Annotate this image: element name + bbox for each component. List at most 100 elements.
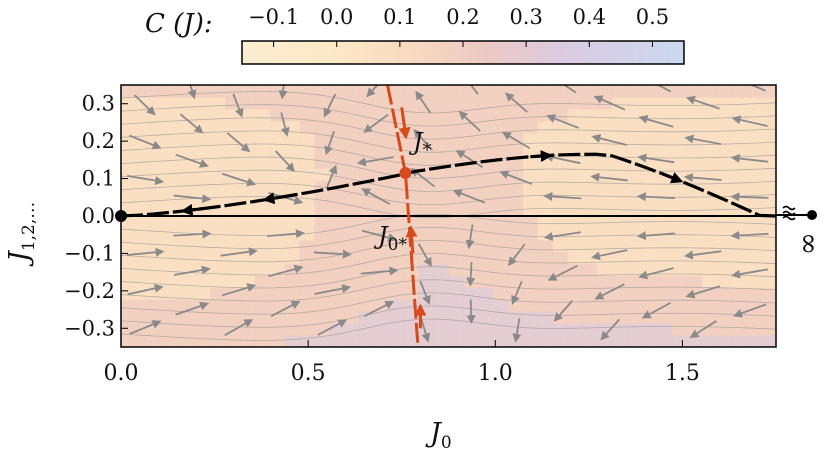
heat-cell — [254, 311, 271, 324]
heat-cell — [582, 323, 598, 336]
heat-cell — [671, 96, 688, 110]
flow-arrow — [591, 249, 628, 261]
heat-cell — [552, 239, 569, 253]
heat-cell — [508, 227, 524, 241]
heat-cell — [254, 275, 271, 289]
flow-arrow — [544, 153, 581, 165]
flow-arrow — [683, 250, 722, 260]
heat-cell — [299, 287, 316, 300]
heat-cell — [493, 108, 509, 122]
heat-cell — [225, 275, 241, 289]
heat-cell — [671, 120, 688, 134]
heat-cell — [656, 96, 673, 110]
heat-cell — [195, 287, 211, 300]
heat-cell — [493, 275, 509, 289]
heat-cell — [225, 144, 241, 158]
heat-cell — [433, 216, 450, 229]
heat-cell — [642, 144, 658, 158]
heat-cell — [284, 335, 301, 347]
heat-cell — [493, 204, 509, 217]
heat-cell — [537, 275, 554, 289]
heat-cell — [537, 263, 554, 277]
heat-cell — [731, 180, 747, 193]
heat-cell — [240, 120, 256, 134]
y-axis-ticks: 0.3 0.2 0.1 0.0 −0.1 −0.2 −0.3 — [64, 92, 128, 340]
heat-cell — [225, 239, 241, 253]
heat-cell — [359, 239, 375, 253]
heat-cell — [656, 180, 673, 193]
heat-cell — [642, 180, 658, 193]
heat-cell — [582, 85, 598, 98]
heat-cell — [552, 323, 569, 336]
colorbar-ticks: −0.1 0.0 0.1 0.2 0.3 0.4 0.5 — [248, 5, 669, 47]
heat-cell — [374, 335, 390, 347]
heat-cell — [403, 156, 420, 169]
heat-cell — [254, 263, 271, 277]
heat-cell — [359, 216, 375, 229]
flow-arrow — [417, 243, 432, 267]
flow-arrow — [733, 85, 766, 92]
heat-cell — [537, 227, 554, 241]
heat-cell — [418, 263, 435, 277]
heat-cell — [508, 108, 524, 122]
heat-cell — [418, 204, 435, 217]
heat-cell — [403, 299, 420, 312]
infinity-label: ∞ — [793, 232, 825, 255]
heat-cell — [314, 299, 331, 312]
heat-cell — [612, 311, 628, 324]
heat-cell — [567, 239, 584, 253]
heat-cell — [493, 263, 509, 277]
heat-cell — [135, 299, 152, 312]
heat-cell — [522, 287, 539, 300]
heat-cell — [284, 311, 301, 324]
heat-cell — [716, 239, 732, 253]
heat-cell — [522, 204, 539, 217]
heat-cell — [135, 144, 152, 158]
flow-arrow — [547, 264, 578, 281]
heat-cell — [761, 263, 776, 277]
heat-cell — [269, 299, 286, 312]
heat-cell — [612, 168, 628, 181]
heat-cell — [210, 144, 226, 158]
heat-cell — [627, 144, 643, 158]
y-axis-label: J1,2,… — [4, 202, 39, 267]
heat-cell — [761, 311, 776, 324]
heat-cell — [582, 168, 598, 181]
heat-cell — [359, 299, 375, 312]
heat-cell — [656, 335, 673, 347]
x-axis-label: J0 — [425, 418, 452, 450]
heat-cell — [582, 180, 598, 193]
heat-cell — [627, 275, 643, 289]
heat-cell — [210, 96, 226, 110]
heat-cell — [701, 311, 718, 324]
heat-cell — [195, 239, 211, 253]
heat-cell — [522, 251, 539, 265]
heat-cell — [582, 192, 598, 205]
heat-cell — [701, 227, 718, 241]
contour-line — [121, 292, 776, 315]
heat-cell — [701, 144, 718, 158]
heat-cell — [284, 216, 301, 229]
heat-cell — [612, 299, 628, 312]
heat-cell — [478, 251, 494, 265]
heat-cell — [463, 168, 479, 181]
heat-cell — [686, 108, 703, 122]
heat-cell — [121, 192, 137, 205]
heat-cell — [686, 85, 703, 98]
heat-cell — [746, 335, 762, 347]
heat-cell — [180, 275, 197, 289]
flow-arrow — [591, 134, 628, 146]
heat-cell — [627, 192, 643, 205]
heat-cell — [121, 120, 137, 134]
heat-cell — [433, 180, 450, 193]
heat-cell — [537, 120, 554, 134]
heat-cell — [567, 96, 584, 110]
flow-arrow — [366, 85, 379, 98]
heat-cell — [478, 323, 494, 336]
heat-cell — [448, 227, 464, 241]
contour-line — [121, 156, 776, 179]
flow-arrow — [420, 318, 431, 343]
heat-cell — [284, 251, 301, 265]
heat-cell — [165, 204, 182, 217]
heat-cell — [210, 85, 226, 98]
